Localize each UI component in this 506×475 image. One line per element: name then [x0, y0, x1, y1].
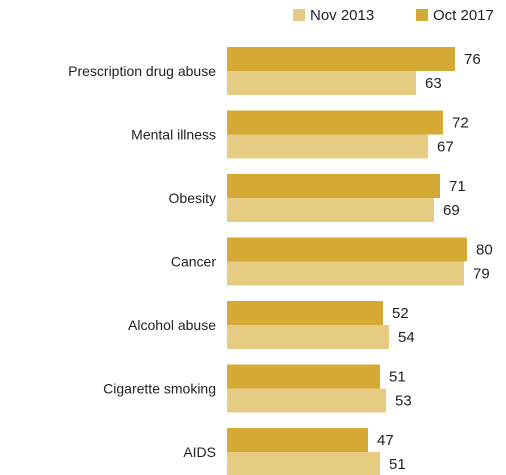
bar-obesity-oct-2017	[227, 174, 440, 198]
bar-cigarette-smoking-nov-2013	[227, 388, 386, 413]
value-label-obesity-oct-2017: 71	[449, 178, 466, 195]
category-label-aids: AIDS	[183, 444, 216, 460]
bar-mental-illness-oct-2017	[227, 110, 443, 135]
bar-alcohol-abuse-oct-2017	[227, 301, 383, 325]
value-label-prescription-drug-abuse-nov-2013: 63	[425, 75, 442, 92]
category-label-cigarette-smoking: Cigarette smoking	[103, 381, 216, 397]
value-label-mental-illness-oct-2017: 72	[452, 115, 469, 132]
value-label-obesity-nov-2013: 69	[443, 202, 460, 219]
value-label-cancer-nov-2013: 79	[473, 266, 490, 283]
value-label-alcohol-abuse-nov-2013: 54	[398, 329, 415, 346]
bar-aids-oct-2017	[227, 428, 368, 452]
legend-label-oct-2017: Oct 2017	[433, 7, 494, 24]
bar-aids-nov-2013	[227, 452, 380, 475]
bar-prescription-drug-abuse-oct-2017	[227, 47, 455, 71]
bar-cancer-oct-2017	[227, 237, 467, 262]
legend-swatch-oct-2017	[416, 9, 428, 21]
value-label-prescription-drug-abuse-oct-2017: 76	[464, 51, 481, 68]
value-label-mental-illness-nov-2013: 67	[437, 139, 454, 156]
value-label-alcohol-abuse-oct-2017: 52	[392, 305, 409, 322]
bar-obesity-nov-2013	[227, 198, 434, 222]
bar-cancer-nov-2013	[227, 261, 464, 286]
category-label-cancer: Cancer	[171, 254, 216, 270]
category-label-mental-illness: Mental illness	[131, 127, 216, 143]
bar-cigarette-smoking-oct-2017	[227, 364, 380, 389]
bar-mental-illness-nov-2013	[227, 134, 428, 159]
legend-label-nov-2013: Nov 2013	[310, 7, 374, 24]
value-label-aids-nov-2013: 51	[389, 456, 406, 473]
plot-area: Prescription drug abuse 76 63 Mental illnes…	[68, 47, 493, 475]
category-label-alcohol-abuse: Alcohol abuse	[128, 317, 216, 333]
bar-prescription-drug-abuse-nov-2013	[227, 71, 416, 95]
category-label-obesity: Obesity	[169, 190, 216, 206]
category-label-prescription-drug-abuse: Prescription drug abuse	[68, 63, 216, 79]
bar-alcohol-abuse-nov-2013	[227, 325, 389, 349]
legend: Nov 2013 Oct 2017	[293, 7, 494, 24]
value-label-aids-oct-2017: 47	[377, 432, 394, 449]
value-label-cigarette-smoking-oct-2017: 51	[389, 369, 406, 386]
legend-swatch-nov-2013	[293, 9, 305, 21]
value-label-cancer-oct-2017: 80	[476, 242, 493, 259]
value-label-cigarette-smoking-nov-2013: 53	[395, 393, 412, 410]
